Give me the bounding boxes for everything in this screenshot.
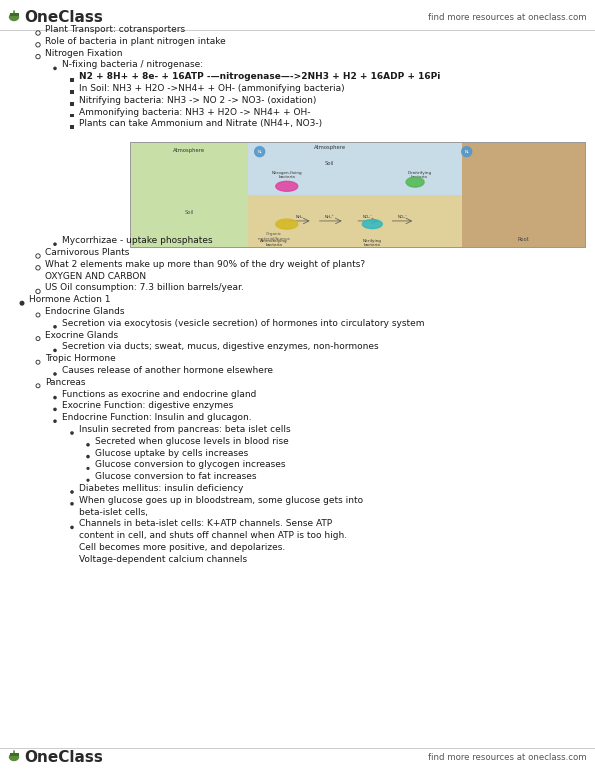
Circle shape xyxy=(53,349,57,352)
Text: Ammonifying bacteria: NH3 + H2O -> NH4+ + OH-: Ammonifying bacteria: NH3 + H2O -> NH4+ … xyxy=(79,108,311,116)
Text: Cell becomes more positive, and depolarizes.: Cell becomes more positive, and depolari… xyxy=(79,543,285,552)
Text: Ammonifying
bacteria: Ammonifying bacteria xyxy=(260,239,288,247)
Text: Organic
material/humus: Organic material/humus xyxy=(258,233,290,241)
Text: Exocrine Glands: Exocrine Glands xyxy=(45,330,118,340)
Ellipse shape xyxy=(276,181,298,191)
Circle shape xyxy=(53,420,57,423)
Text: Glucose conversion to fat increases: Glucose conversion to fat increases xyxy=(95,472,256,481)
FancyBboxPatch shape xyxy=(10,13,18,15)
FancyBboxPatch shape xyxy=(248,142,462,195)
FancyBboxPatch shape xyxy=(130,142,248,247)
Text: NO₂⁻: NO₂⁻ xyxy=(363,215,373,219)
Text: Nitrogen-fixing
bacteria: Nitrogen-fixing bacteria xyxy=(271,170,302,179)
Text: NO₃⁻: NO₃⁻ xyxy=(397,215,407,219)
Text: find more resources at oneclass.com: find more resources at oneclass.com xyxy=(428,754,587,762)
Text: Nitrifying bacteria: NH3 -> NO 2 -> NO3- (oxidation): Nitrifying bacteria: NH3 -> NO 2 -> NO3-… xyxy=(79,95,317,105)
Text: NH₄⁺: NH₄⁺ xyxy=(325,215,334,219)
Text: N₂: N₂ xyxy=(464,149,469,154)
Ellipse shape xyxy=(362,219,383,229)
Text: Plant Transport: cotransporters: Plant Transport: cotransporters xyxy=(45,25,185,34)
Text: Channels in beta-islet cells: K+ATP channels. Sense ATP: Channels in beta-islet cells: K+ATP chan… xyxy=(79,520,332,528)
Text: Causes release of another hormone elsewhere: Causes release of another hormone elsewh… xyxy=(62,366,273,375)
Text: Soil: Soil xyxy=(184,209,194,215)
Text: Role of bacteria in plant nitrogen intake: Role of bacteria in plant nitrogen intak… xyxy=(45,37,226,45)
Circle shape xyxy=(70,490,74,494)
FancyBboxPatch shape xyxy=(462,142,585,247)
Text: Soil: Soil xyxy=(325,161,334,166)
Text: Root: Root xyxy=(518,237,530,242)
Circle shape xyxy=(53,243,57,246)
Text: Nitrifying
bacteria: Nitrifying bacteria xyxy=(363,239,382,247)
FancyBboxPatch shape xyxy=(10,753,18,755)
Text: Carnivorous Plants: Carnivorous Plants xyxy=(45,248,129,257)
Circle shape xyxy=(70,502,74,506)
Text: Glucose conversion to glycogen increases: Glucose conversion to glycogen increases xyxy=(95,460,286,470)
Circle shape xyxy=(86,479,90,482)
FancyBboxPatch shape xyxy=(248,142,462,247)
Ellipse shape xyxy=(406,177,424,187)
Circle shape xyxy=(20,301,24,306)
Circle shape xyxy=(255,146,265,156)
Circle shape xyxy=(53,396,57,400)
Text: Diabetes mellitus: insulin deficiency: Diabetes mellitus: insulin deficiency xyxy=(79,484,243,493)
Text: OXYGEN AND CARBON: OXYGEN AND CARBON xyxy=(45,272,146,280)
Text: beta-islet cells,: beta-islet cells, xyxy=(79,507,148,517)
Bar xyxy=(70,126,74,129)
Circle shape xyxy=(86,467,90,470)
Text: content in cell, and shuts off channel when ATP is too high.: content in cell, and shuts off channel w… xyxy=(79,531,347,541)
Text: When glucose goes up in bloodstream, some glucose gets into: When glucose goes up in bloodstream, som… xyxy=(79,496,363,505)
Text: OneClass: OneClass xyxy=(24,751,103,765)
Text: Pancreas: Pancreas xyxy=(45,378,86,387)
Ellipse shape xyxy=(276,219,298,229)
Text: Secretion via exocytosis (vesicle secretion) of hormones into circulatory system: Secretion via exocytosis (vesicle secret… xyxy=(62,319,424,328)
Circle shape xyxy=(86,455,90,458)
Circle shape xyxy=(86,443,90,447)
Text: Endocrine Glands: Endocrine Glands xyxy=(45,307,124,316)
Text: Hormone Action 1: Hormone Action 1 xyxy=(29,295,111,304)
Text: NH₃: NH₃ xyxy=(296,215,303,219)
Text: What 2 elements make up more than 90% of the dry weight of plants?: What 2 elements make up more than 90% of… xyxy=(45,259,365,269)
Circle shape xyxy=(462,146,472,156)
Text: US Oil consumption: 7.3 billion barrels/year.: US Oil consumption: 7.3 billion barrels/… xyxy=(45,283,244,293)
FancyBboxPatch shape xyxy=(130,142,585,247)
Text: Insulin secreted from pancreas: beta islet cells: Insulin secreted from pancreas: beta isl… xyxy=(79,425,290,434)
Circle shape xyxy=(53,325,57,329)
Circle shape xyxy=(53,372,57,376)
Text: Plants can take Ammonium and Nitrate (NH4+, NO3-): Plants can take Ammonium and Nitrate (NH… xyxy=(79,119,322,129)
Text: Atmosphere: Atmosphere xyxy=(314,146,346,150)
Circle shape xyxy=(70,526,74,529)
Text: N₂: N₂ xyxy=(258,149,262,154)
Text: Secreted when glucose levels in blood rise: Secreted when glucose levels in blood ri… xyxy=(95,437,289,446)
Circle shape xyxy=(53,407,57,411)
Bar xyxy=(70,114,74,117)
Text: In Soil: NH3 + H2O ->NH4+ + OH- (ammonifying bacteria): In Soil: NH3 + H2O ->NH4+ + OH- (ammonif… xyxy=(79,84,345,93)
Text: Exocrine Function: digestive enzymes: Exocrine Function: digestive enzymes xyxy=(62,401,233,410)
Text: N2 + 8H+ + 8e- + 16ATP -—nitrogenase—->2NH3 + H2 + 16ADP + 16Pi: N2 + 8H+ + 8e- + 16ATP -—nitrogenase—->2… xyxy=(79,72,440,81)
Text: Nitrogen Fixation: Nitrogen Fixation xyxy=(45,49,123,58)
Text: Denitrifying
bacteria: Denitrifying bacteria xyxy=(408,170,431,179)
Text: Endocrine Function: Insulin and glucagon.: Endocrine Function: Insulin and glucagon… xyxy=(62,413,252,422)
Text: Functions as exocrine and endocrine gland: Functions as exocrine and endocrine glan… xyxy=(62,390,256,399)
Ellipse shape xyxy=(10,14,18,21)
Text: N-fixing bacteria / nitrogenase:: N-fixing bacteria / nitrogenase: xyxy=(62,60,203,69)
Circle shape xyxy=(53,66,57,70)
Text: Mycorrhizae - uptake phosphates: Mycorrhizae - uptake phosphates xyxy=(62,236,212,245)
Text: Atmosphere: Atmosphere xyxy=(173,149,205,153)
Text: Voltage-dependent calcium channels: Voltage-dependent calcium channels xyxy=(79,555,247,564)
Bar xyxy=(70,102,74,105)
Bar xyxy=(70,90,74,94)
Ellipse shape xyxy=(10,754,18,761)
Text: Secretion via ducts; sweat, mucus, digestive enzymes, non-hormones: Secretion via ducts; sweat, mucus, diges… xyxy=(62,343,378,351)
Text: Glucose uptake by cells increases: Glucose uptake by cells increases xyxy=(95,449,248,457)
Circle shape xyxy=(70,431,74,435)
Text: Tropic Hormone: Tropic Hormone xyxy=(45,354,116,363)
Bar xyxy=(70,79,74,82)
Text: OneClass: OneClass xyxy=(24,11,103,25)
Text: find more resources at oneclass.com: find more resources at oneclass.com xyxy=(428,14,587,22)
